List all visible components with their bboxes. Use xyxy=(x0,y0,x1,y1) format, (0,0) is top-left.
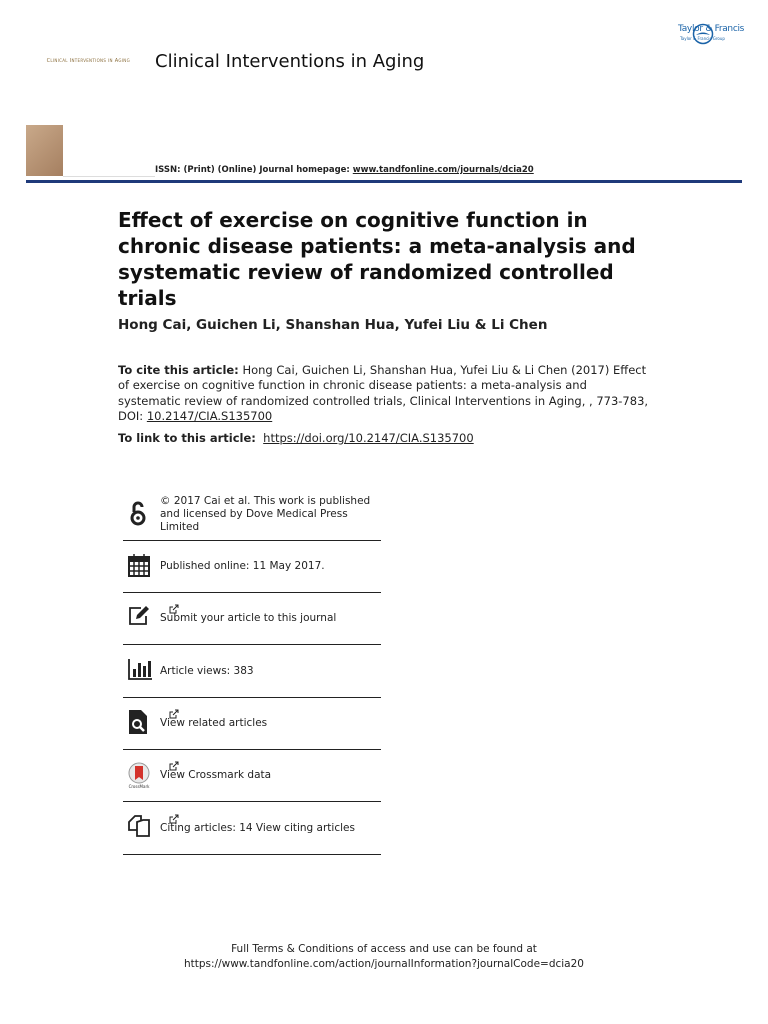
info-item[interactable]: Citing articles: 14 View citing articles xyxy=(123,802,381,855)
info-text: Article views: 383 xyxy=(160,664,254,677)
footer-url: https://www.tandfonline.com/action/journ… xyxy=(184,958,584,970)
info-link[interactable]: View Crossmark data xyxy=(160,749,385,801)
info-text: Submit your article to this journal xyxy=(160,611,337,624)
journal-name: Clinical Interventions in Aging xyxy=(155,51,425,72)
external-link-icon xyxy=(169,814,179,824)
journal-logo-text: Clinical Interventions in Aging xyxy=(46,58,130,64)
info-item[interactable]: View related articles xyxy=(123,697,381,750)
homepage-link[interactable]: www.tandfonline.com/journals/dcia20 xyxy=(352,165,534,175)
calendar-icon xyxy=(128,554,150,577)
info-text: Citing articles: 14 View citing articles xyxy=(160,821,355,834)
publisher-name: Taylor & Francis xyxy=(678,24,745,34)
info-link[interactable]: View related articles xyxy=(160,697,385,749)
citation: To cite this article: Hong Cai, Guichen … xyxy=(118,363,653,424)
link-label: To link to this article: xyxy=(118,431,256,445)
publisher-group: Taylor & Francis Group xyxy=(680,36,725,41)
related-icon xyxy=(129,710,147,734)
info-item: Article views: 383 xyxy=(123,645,381,698)
publisher-logo xyxy=(692,23,714,45)
external-link-icon xyxy=(169,761,179,771)
issn-line: ISSN: (Print) (Online) Journal homepage:… xyxy=(155,165,534,175)
info-item: © 2017 Cai et al. This work is published… xyxy=(123,488,381,541)
authors: Hong Cai, Guichen Li, Shanshan Hua, Yufe… xyxy=(118,317,548,333)
info-text: Published online: 11 May 2017. xyxy=(160,559,325,572)
info-item[interactable]: Submit your article to this journal xyxy=(123,592,381,645)
info-text: © 2017 Cai et al. This work is published… xyxy=(160,494,371,533)
crossmark-icon: CrossMark xyxy=(128,762,151,789)
cover-strip xyxy=(63,125,155,177)
info-link[interactable]: Citing articles: 14 View citing articles xyxy=(160,802,385,854)
citing-icon xyxy=(128,815,150,837)
cite-text: Hong Cai, Guichen Li, Shanshan Hua, Yufe… xyxy=(118,363,649,423)
journal-cover xyxy=(26,125,63,176)
info-text: View Crossmark data xyxy=(160,768,272,781)
external-link-icon xyxy=(169,709,179,719)
svg-text:CrossMark: CrossMark xyxy=(129,784,151,789)
cite-doi[interactable]: 10.2147/CIA.S135700 xyxy=(146,408,273,423)
link-url[interactable]: https://doi.org/10.2147/CIA.S135700 xyxy=(263,431,474,445)
issn-label: ISSN: (Print) (Online) Journal homepage: xyxy=(155,165,350,175)
info-text: View related articles xyxy=(160,716,268,729)
article-title: Effect of exercise on cognitive function… xyxy=(118,208,636,310)
info-item: Published online: 11 May 2017. xyxy=(123,540,381,593)
external-link-icon xyxy=(169,604,179,614)
footer-line: Full Terms & Conditions of access and us… xyxy=(231,943,537,955)
info-item[interactable]: CrossMark View Crossmark data xyxy=(123,749,381,802)
article-link: To link to this article: https://doi.org… xyxy=(118,431,474,445)
header-rule xyxy=(26,180,742,183)
info-link[interactable]: Submit your article to this journal xyxy=(160,592,385,644)
cite-label: To cite this article: xyxy=(118,363,239,377)
submit-icon xyxy=(129,606,149,625)
open-access-icon xyxy=(130,501,146,526)
views-icon xyxy=(128,659,152,680)
